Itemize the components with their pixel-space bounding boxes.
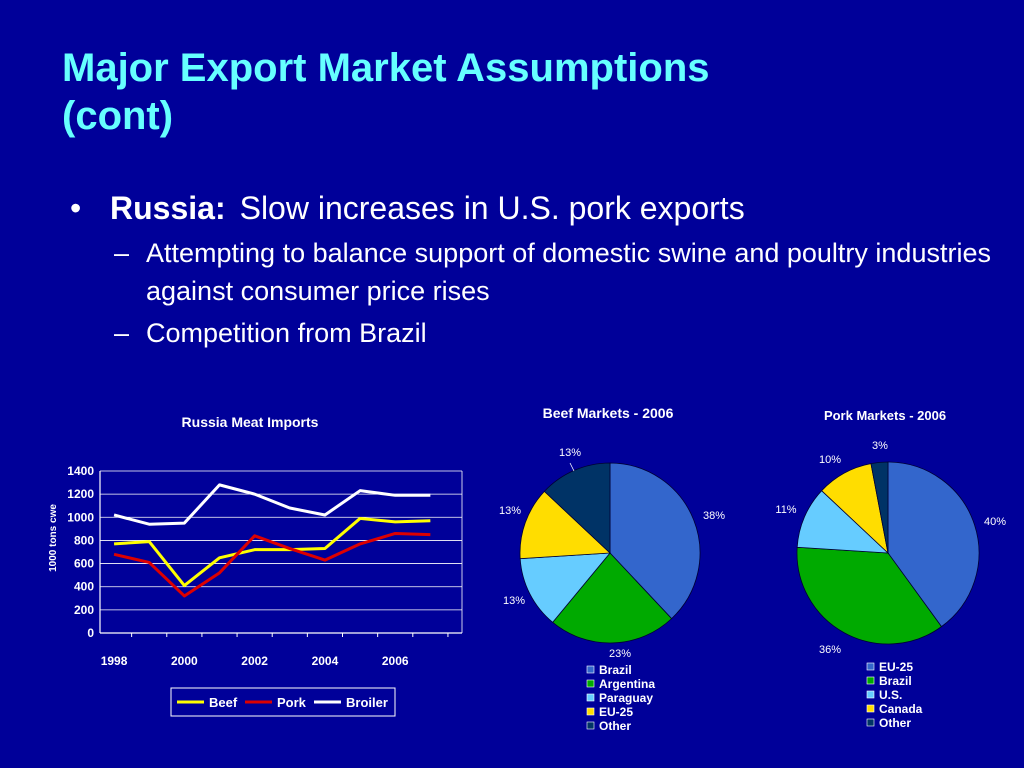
slide-title-line-1: Major Export Market Assumptions: [62, 46, 710, 90]
line-chart-xtick-label: 2000: [171, 654, 198, 668]
line-chart-xtick-label: 2006: [382, 654, 409, 668]
line-chart-ytick-label: 1400: [67, 464, 94, 478]
beef-legend-label: Other: [599, 719, 631, 733]
pork-slice-label: 3%: [872, 440, 888, 452]
pork-pie-title: Pork Markets - 2006: [824, 408, 946, 423]
pork-legend-swatch: [866, 676, 875, 685]
pork-legend-label: Other: [879, 716, 911, 730]
line-chart-legend: [170, 687, 396, 717]
bullet-lead: Russia:: [110, 190, 226, 226]
bullet-russia: • Russia: Slow increases in U.S. pork exp…: [70, 186, 1010, 230]
pork-slice-brazil: [796, 546, 943, 645]
bullet-text: Slow increases in U.S. pork exports: [239, 190, 745, 226]
beef-legend-label: Brazil: [599, 663, 632, 677]
pork-legend-label: Canada: [879, 702, 923, 716]
line-chart-xtick-label: 2002: [241, 654, 268, 668]
legend-label-broiler: Broiler: [346, 695, 388, 710]
pork-slice-label: 10%: [819, 454, 841, 466]
beef-legend-swatch: [586, 665, 595, 674]
beef-slice-label: 23%: [609, 648, 631, 660]
beef-legend-swatch: [586, 707, 595, 716]
pork-legend-label: Brazil: [879, 674, 912, 688]
pork-slice-label: 40%: [984, 516, 1006, 528]
pork-legend-swatch: [866, 690, 875, 699]
pork-legend-label: EU-25: [879, 660, 913, 674]
line-series-broiler: [113, 483, 431, 526]
beef-slice-label: 13%: [559, 447, 581, 459]
beef-slice-label: 38%: [703, 510, 725, 522]
pork-slice-label: 11%: [775, 504, 796, 516]
bullet-list: • Russia: Slow increases in U.S. pork exp…: [70, 186, 1010, 352]
subbullet-text: Attempting to balance support of domesti…: [146, 238, 991, 306]
line-chart-russia-meat-imports: Russia Meat Imports 1000 tons cwe 0 200 40…: [48, 414, 463, 717]
subbullet-marker: –: [114, 238, 130, 268]
beef-legend-label: EU-25: [599, 705, 633, 719]
beef-slice-argentina: [552, 552, 673, 644]
subbullet-marker: –: [114, 318, 130, 348]
pork-slice-label: 36%: [819, 644, 841, 656]
line-chart-ytick-label: 1200: [67, 487, 94, 501]
line-chart-ytick-label: 1000: [67, 510, 94, 524]
legend-label-pork: Pork: [277, 695, 307, 710]
line-series-beef: [113, 516, 431, 588]
line-chart-ytick-label: 600: [74, 557, 94, 571]
pie-chart-pork-markets: Pork Markets - 2006 40% 36% 11% 10% 3% EU-25…: [775, 408, 1006, 730]
beef-legend-label: Argentina: [599, 677, 655, 691]
beef-slice-eu-25: [519, 490, 611, 560]
bullet-marker: •: [70, 190, 82, 226]
beef-legend-swatch: [586, 721, 595, 730]
line-chart-ytick-label: 400: [74, 580, 94, 594]
subbullet-balance: – Attempting to balance support of domes…: [70, 234, 1010, 310]
pork-legend-swatch: [866, 704, 875, 713]
line-chart-xtick-label: 1998: [101, 654, 128, 668]
beef-legend-swatch: [586, 693, 595, 702]
pork-legend-swatch: [866, 718, 875, 727]
line-chart-title: Russia Meat Imports: [182, 414, 319, 430]
line-chart-ytick-label: 800: [74, 533, 94, 547]
pork-legend-swatch: [866, 662, 875, 671]
line-series-pork: [113, 531, 431, 598]
legend-label-beef: Beef: [209, 695, 238, 710]
beef-leader-line: [569, 462, 575, 472]
beef-slice-brazil: [609, 462, 701, 620]
subbullet-brazil: – Competition from Brazil: [70, 314, 1010, 352]
beef-slice-other: [543, 462, 611, 554]
beef-slice-label: 13%: [499, 505, 521, 517]
beef-slice-paraguay: [519, 552, 611, 623]
slide-title: Major Export Market Assumptions (cont): [62, 44, 962, 140]
pork-slice-eu-25: [887, 461, 980, 628]
beef-pie-title: Beef Markets - 2006: [543, 405, 674, 421]
pork-slice-other: [870, 461, 889, 554]
line-chart-ytick-label: 200: [74, 603, 94, 617]
line-chart-ylabel: 1000 tons cwe: [48, 504, 59, 572]
beef-slice-label: 13%: [503, 595, 525, 607]
beef-legend-label: Paraguay: [599, 691, 653, 705]
beef-legend-swatch: [586, 679, 595, 688]
line-chart-ytick-label: 0: [87, 626, 94, 640]
pie-chart-beef-markets: Beef Markets - 2006 38% 23% 13% 13% 13% Braz…: [499, 405, 725, 733]
slide-title-line-2: (cont): [62, 94, 174, 138]
subbullet-text: Competition from Brazil: [146, 318, 427, 348]
line-chart-xtick-label: 2004: [312, 654, 339, 668]
pork-legend-label: U.S.: [879, 688, 902, 702]
